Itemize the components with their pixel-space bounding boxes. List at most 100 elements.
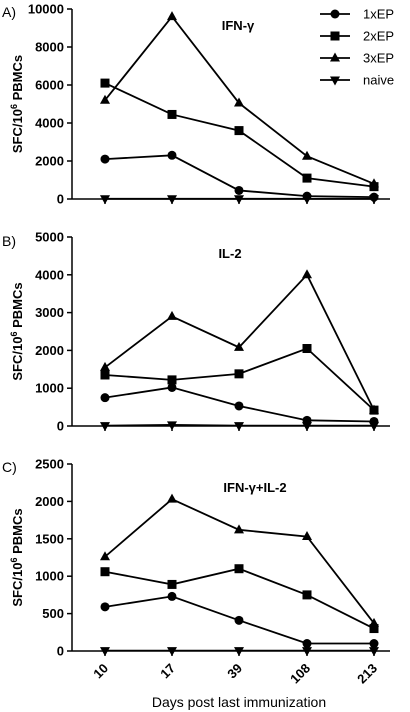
y-axis-label: SFC/106 PBMCs [9, 508, 25, 606]
legend-marker [330, 31, 340, 41]
legend-label: 3xEP [363, 51, 394, 66]
y-tick-label: 1000 [35, 381, 64, 396]
panel-a: A) 0 2000 4000 6000 8000 10000 SFC/106 PBMCs IFN… [2, 2, 394, 207]
y-tick-label: 0 [57, 644, 64, 659]
data-point [369, 178, 379, 188]
panel-letter: B) [2, 233, 16, 249]
data-point [234, 185, 244, 195]
panel-c: C) 0 500 1000 1500 2000 2500 SFC/106 PBMCs IFN-γ… [2, 457, 390, 710]
data-point [100, 154, 110, 164]
legend-marker [330, 76, 340, 86]
series-naive [100, 421, 379, 432]
y-tick-label: 4000 [35, 267, 64, 282]
x-tick-label: 17 [157, 661, 178, 682]
data-point [369, 404, 379, 414]
y-tick-label: 1500 [35, 531, 64, 546]
data-point [100, 195, 110, 205]
x-tick-label: 10 [90, 661, 111, 682]
series-1xep [100, 150, 379, 202]
x-axis-label: Days post last immunization [152, 694, 326, 710]
data-point [100, 361, 110, 371]
data-point [302, 422, 312, 432]
legend-item-naive: naive [320, 73, 394, 88]
series-3xep [100, 11, 379, 188]
data-point [100, 393, 110, 403]
series-1xep [100, 382, 379, 426]
y-tick-label: 8000 [35, 40, 64, 55]
y-axis-label: SFC/106 PBMCs [9, 282, 25, 380]
data-point [100, 602, 110, 612]
data-point [234, 564, 244, 574]
legend-marker [330, 52, 340, 62]
y-tick-label: 1000 [35, 569, 64, 584]
data-point [234, 401, 244, 411]
data-point [167, 421, 177, 431]
legend: 1xEP 2xEP 3xEP naive [320, 7, 394, 88]
data-point [369, 624, 379, 634]
data-point [234, 195, 244, 205]
data-point [234, 369, 244, 379]
data-point [167, 150, 177, 160]
y-tick-label: 2500 [35, 457, 64, 472]
data-point [100, 370, 110, 380]
y-tick-label: 10000 [28, 2, 64, 17]
panel-title: IFN-γ+IL-2 [223, 480, 286, 495]
series-line [104, 498, 375, 624]
data-point [167, 591, 177, 601]
y-tick-label: 6000 [35, 78, 64, 93]
data-point [100, 567, 110, 577]
y-tick-label: 5000 [35, 230, 64, 245]
data-point [369, 422, 379, 432]
data-point [167, 579, 177, 589]
data-point [167, 493, 177, 503]
legend-label: 2xEP [363, 29, 394, 44]
x-tick-label: 213 [354, 661, 380, 687]
legend-marker [330, 9, 340, 19]
data-point [302, 195, 312, 205]
panel-title: IFN-γ [222, 18, 255, 33]
data-point [369, 195, 379, 205]
data-point [302, 269, 312, 279]
data-point [234, 615, 244, 625]
panel-letter: A) [2, 4, 16, 20]
series-2xep [100, 564, 379, 634]
panel-letter: C) [2, 459, 17, 475]
data-point [369, 639, 379, 649]
series-line [104, 347, 375, 411]
y-axis-label: SFC/106 PBMCs [9, 55, 25, 153]
data-point [369, 647, 379, 657]
series-2xep [100, 78, 379, 192]
data-point [234, 647, 244, 657]
y-tick-label: 500 [42, 606, 64, 621]
data-point [167, 109, 177, 119]
data-point [302, 531, 312, 541]
data-point [100, 647, 110, 657]
y-tick-label: 3000 [35, 305, 64, 320]
data-point [167, 375, 177, 385]
y-tick-label: 0 [57, 192, 64, 207]
legend-item-1xep: 1xEP [320, 7, 394, 22]
data-point [167, 647, 177, 657]
data-point [302, 173, 312, 183]
y-tick-label: 2000 [35, 154, 64, 169]
series-line [104, 273, 375, 411]
data-point [100, 78, 110, 88]
y-tick-label: 2000 [35, 494, 64, 509]
data-point [167, 382, 177, 392]
data-point [100, 94, 110, 104]
data-point [234, 341, 244, 351]
legend-label: 1xEP [363, 7, 394, 22]
legend-item-3xep: 3xEP [320, 51, 394, 66]
y-tick-label: 2000 [35, 343, 64, 358]
legend-label: naive [363, 73, 394, 88]
data-point [234, 524, 244, 534]
data-point [100, 422, 110, 432]
data-point [167, 310, 177, 320]
data-point [302, 639, 312, 649]
series-3xep [100, 493, 379, 627]
data-point [234, 126, 244, 136]
data-point [167, 195, 177, 205]
data-point [302, 590, 312, 600]
data-point [302, 647, 312, 657]
